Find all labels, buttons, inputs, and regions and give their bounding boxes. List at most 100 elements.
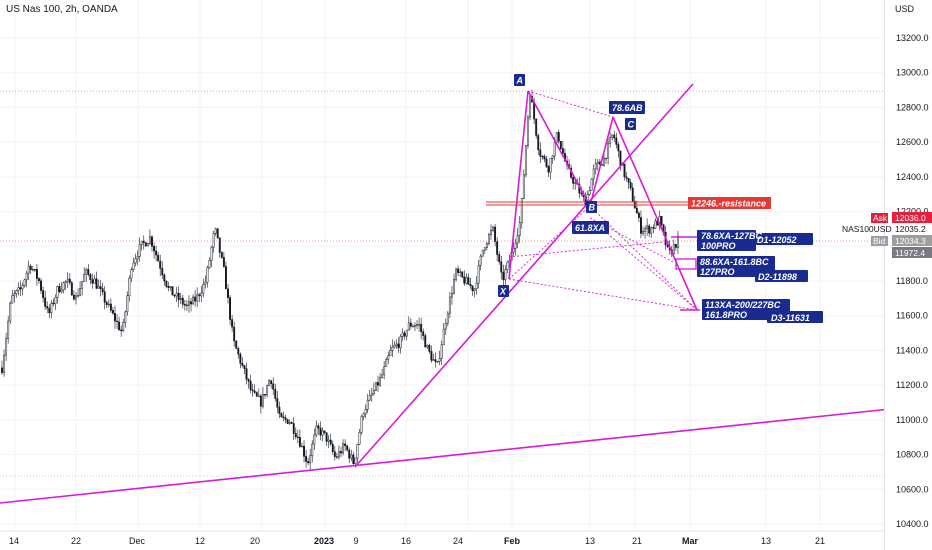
candle-body <box>623 163 626 178</box>
candle-body <box>17 287 20 291</box>
candle-body <box>446 312 449 324</box>
candle-body <box>91 279 94 284</box>
dashed-xd <box>508 278 698 311</box>
candle-body <box>9 302 12 322</box>
candle-body <box>268 380 271 386</box>
candle-body <box>274 389 277 399</box>
candle-body <box>625 176 628 179</box>
candle-body <box>229 297 232 320</box>
dashed-ac <box>527 90 614 118</box>
candle-body <box>54 297 57 305</box>
candle-body <box>674 244 677 248</box>
candle-body <box>436 361 439 363</box>
candle-body <box>524 145 527 176</box>
candle-body <box>126 295 129 313</box>
candle-body <box>590 178 593 191</box>
candle-body <box>216 228 219 239</box>
candle-body <box>266 385 268 396</box>
candle-body <box>33 269 36 271</box>
candle-body <box>198 294 201 297</box>
candle-body <box>559 140 562 149</box>
candle-body <box>48 307 51 314</box>
candle-body <box>56 286 59 298</box>
candle-body <box>116 320 119 323</box>
candle-body <box>372 390 375 394</box>
candle-body <box>224 266 227 290</box>
point-b-badge <box>586 201 597 213</box>
candle-body <box>319 427 322 436</box>
time-axis[interactable]: 14 22 Dec 12 20 2023 9 16 24 Feb 13 21 Mar 13 21 <box>0 530 884 546</box>
candle-body <box>448 296 451 314</box>
candle-body <box>64 280 67 283</box>
symbol-title[interactable]: US Nas 100, 2h, OANDA <box>6 4 118 15</box>
candle-body <box>346 445 349 451</box>
ratio-618xa: 61.8XA <box>575 223 605 233</box>
candle-body <box>89 274 92 280</box>
candle-body <box>629 182 632 189</box>
candle-body <box>87 269 90 275</box>
candle-body <box>574 182 577 184</box>
candle-body <box>424 335 427 348</box>
d1-target: D1-12052 <box>757 235 797 245</box>
candle-body <box>3 354 6 373</box>
price-axis[interactable] <box>884 0 932 550</box>
candle-body <box>512 248 515 253</box>
candle-body <box>68 278 71 283</box>
candle-body <box>46 306 49 309</box>
candle-body <box>487 234 490 244</box>
candle-body <box>15 290 18 294</box>
candle-body <box>183 304 186 306</box>
candle-body <box>514 242 517 249</box>
candle-body <box>481 249 484 257</box>
candle-body <box>498 254 501 263</box>
d2-line2: 127PRO <box>700 267 735 277</box>
candle-body <box>469 284 472 286</box>
candle-body <box>537 135 540 151</box>
candle-body <box>309 455 312 464</box>
drawing-lines[interactable] <box>0 83 891 504</box>
candle-body <box>79 288 82 296</box>
candle-body <box>654 220 657 229</box>
candle-body <box>609 137 612 144</box>
d3-target-badge <box>767 311 823 323</box>
candle-body <box>173 294 176 297</box>
candle-body <box>442 328 445 346</box>
candle-body <box>249 380 252 391</box>
candle-body <box>77 295 79 297</box>
candle-body <box>72 294 75 300</box>
candle-body <box>35 269 38 279</box>
candle-body <box>161 268 164 276</box>
candle-body <box>613 134 616 139</box>
candle-body <box>290 422 293 424</box>
candle-body <box>494 226 497 242</box>
candle-body <box>175 292 178 297</box>
candle-body <box>31 269 34 271</box>
candle-body <box>660 216 663 226</box>
candle-body <box>1 367 3 373</box>
candle-body <box>411 325 414 328</box>
candle-body <box>167 286 170 288</box>
candle-body <box>374 382 377 391</box>
candle-body <box>50 302 53 314</box>
candle-body <box>21 284 24 290</box>
candle-body <box>418 324 421 326</box>
time-axis-label: 13 <box>761 536 771 546</box>
candle-body <box>434 359 437 362</box>
d1-line2: 100PRO <box>701 241 736 251</box>
candle-body <box>83 274 86 282</box>
candle-body <box>62 282 65 291</box>
candle-body <box>553 142 556 157</box>
time-axis-label: Feb <box>504 536 521 546</box>
candle-body <box>235 340 238 349</box>
resistance-label: 12246.-resistance <box>691 199 766 209</box>
candle-body <box>81 281 84 289</box>
candle-body <box>132 262 135 270</box>
candle-body <box>551 155 554 159</box>
candle-body <box>243 365 246 369</box>
drawing-labels[interactable]: A B C X 78.6AB 61.8XA 12246.-resistance 78.6XA-… <box>498 74 823 323</box>
candle-body <box>190 301 192 305</box>
time-axis-label: 12 <box>195 536 205 546</box>
candle-body <box>95 278 98 289</box>
